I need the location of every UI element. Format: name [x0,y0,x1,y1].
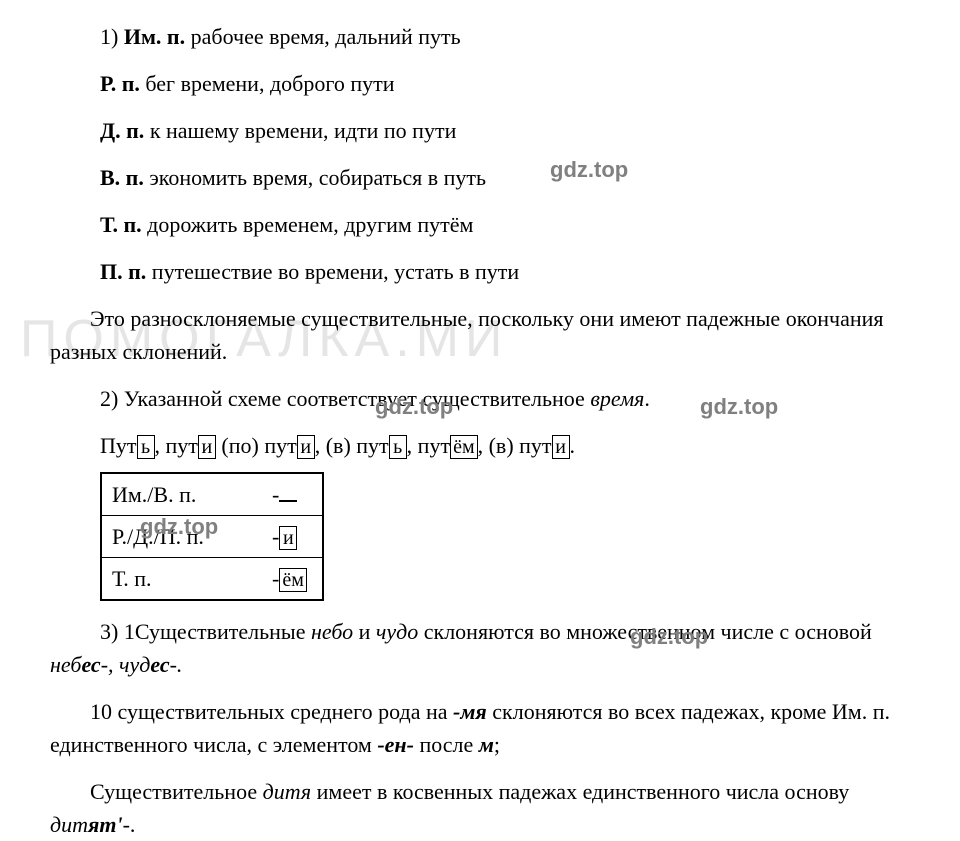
case-label: Т. п. [100,212,142,237]
text-segment: , пут [407,433,450,458]
table-cell: -и [267,516,322,557]
italic-word: неб [50,652,81,677]
table-cell: Р./Д./П. п. [102,516,267,557]
declension-table: Им./В. п. - Р./Д./П. п. -и Т. п. -ём [100,472,324,601]
morpheme-box: и [297,435,315,459]
paragraph-mya-nouns: 10 существительных среднего рода на -мя … [50,695,930,761]
text-segment: и [353,619,376,644]
case-row-v: В. п. экономить время, собираться в путь [50,161,930,194]
case-text: к нашему времени, идти по пути [144,118,456,143]
italic-word: дит [50,812,88,837]
morpheme-box: ём [450,435,478,459]
text-segment: - [272,524,279,549]
case-row-r: Р. п. бег времени, доброго пути [50,67,930,100]
morpheme-box: и [198,435,216,459]
paragraph-nebo-chudo: 3) 1Существительные небо и чудо склоняют… [50,615,930,681]
paragraph-ditya: Существительное дитя имеет в косвенных п… [50,775,930,841]
case-text: путешествие во времени, устать в пути [146,259,519,284]
case-label: П. п. [100,259,146,284]
italic-word: дитя [263,779,312,804]
text-segment: Существительное [90,779,263,804]
table-row: Т. п. -ём [102,558,322,599]
italic-word: чудо [376,619,418,644]
text-segment: 10 существительных среднего рода на [90,699,453,724]
morpheme-box: ём [279,568,307,592]
text-segment: - [272,566,279,591]
bold-italic-word: -ен- [377,732,414,757]
case-row-p: П. п. путешествие во времени, устать в п… [50,255,930,288]
table-row: Им./В. п. - [102,474,322,516]
italic-word: -. [170,652,183,677]
table-cell: Т. п. [102,558,267,599]
paragraph-scheme: 2) Указанной схеме соответствует существ… [50,382,930,415]
paragraph-explanation: Это разносклоняемые существительные, пос… [50,302,930,368]
morpheme-box: ь [389,435,407,459]
text-segment: , (в) пут [315,433,389,458]
text-segment: , (в) пут [478,433,552,458]
case-label: В. п. [100,165,144,190]
case-text: бег времени, доброго пути [140,71,395,96]
case-text: рабочее время, дальний путь [185,24,461,49]
case-row-im: 1) Им. п. рабочее время, дальний путь [50,20,930,53]
text-segment: 2) Указанной схеме соответствует существ… [100,386,590,411]
case-label: Д. п. [100,118,144,143]
text-segment: Пут [100,433,137,458]
bold-italic-word: -мя [453,699,487,724]
text-segment: - [272,482,279,507]
case-label: Р. п. [100,71,140,96]
text-segment: после [414,732,479,757]
text-segment: . [570,433,576,458]
table-cell: -ём [267,558,322,599]
text-segment: -. [123,812,136,837]
bold-italic-word: ес [150,652,169,677]
table-row: Р./Д./П. п. -и [102,516,322,558]
text-segment: , пут [155,433,198,458]
morpheme-box [279,500,297,502]
table-cell: - [267,474,322,515]
bold-italic-word: ят' [88,812,123,837]
italic-word: время [590,386,644,411]
case-text: экономить время, собираться в путь [144,165,486,190]
text-segment: . [644,386,650,411]
case-number: 1) [100,24,124,49]
bold-italic-word: ес [81,652,100,677]
case-row-t: Т. п. дорожить временем, другим путём [50,208,930,241]
italic-word: -, чуд [101,652,151,677]
italic-word: небо [311,619,353,644]
case-text: дорожить временем, другим путём [142,212,474,237]
text-segment: (по) пут [216,433,297,458]
table-cell: Им./В. п. [102,474,267,515]
text-segment: имеет в косвенных падежах единственного … [311,779,849,804]
morpheme-analysis: Путь, пути (по) пути, (в) путь, путём, (… [50,429,930,462]
case-label: Им. п. [124,24,185,49]
text-segment: склоняются во множественном числе с осно… [418,619,872,644]
bold-italic-word: м [479,732,494,757]
morpheme-box: и [279,526,297,550]
morpheme-box: ь [137,435,155,459]
case-row-d: Д. п. к нашему времени, идти по пути [50,114,930,147]
morpheme-box: и [552,435,570,459]
text-segment: 3) 1Существительные [100,619,311,644]
text-segment: ; [494,732,500,757]
